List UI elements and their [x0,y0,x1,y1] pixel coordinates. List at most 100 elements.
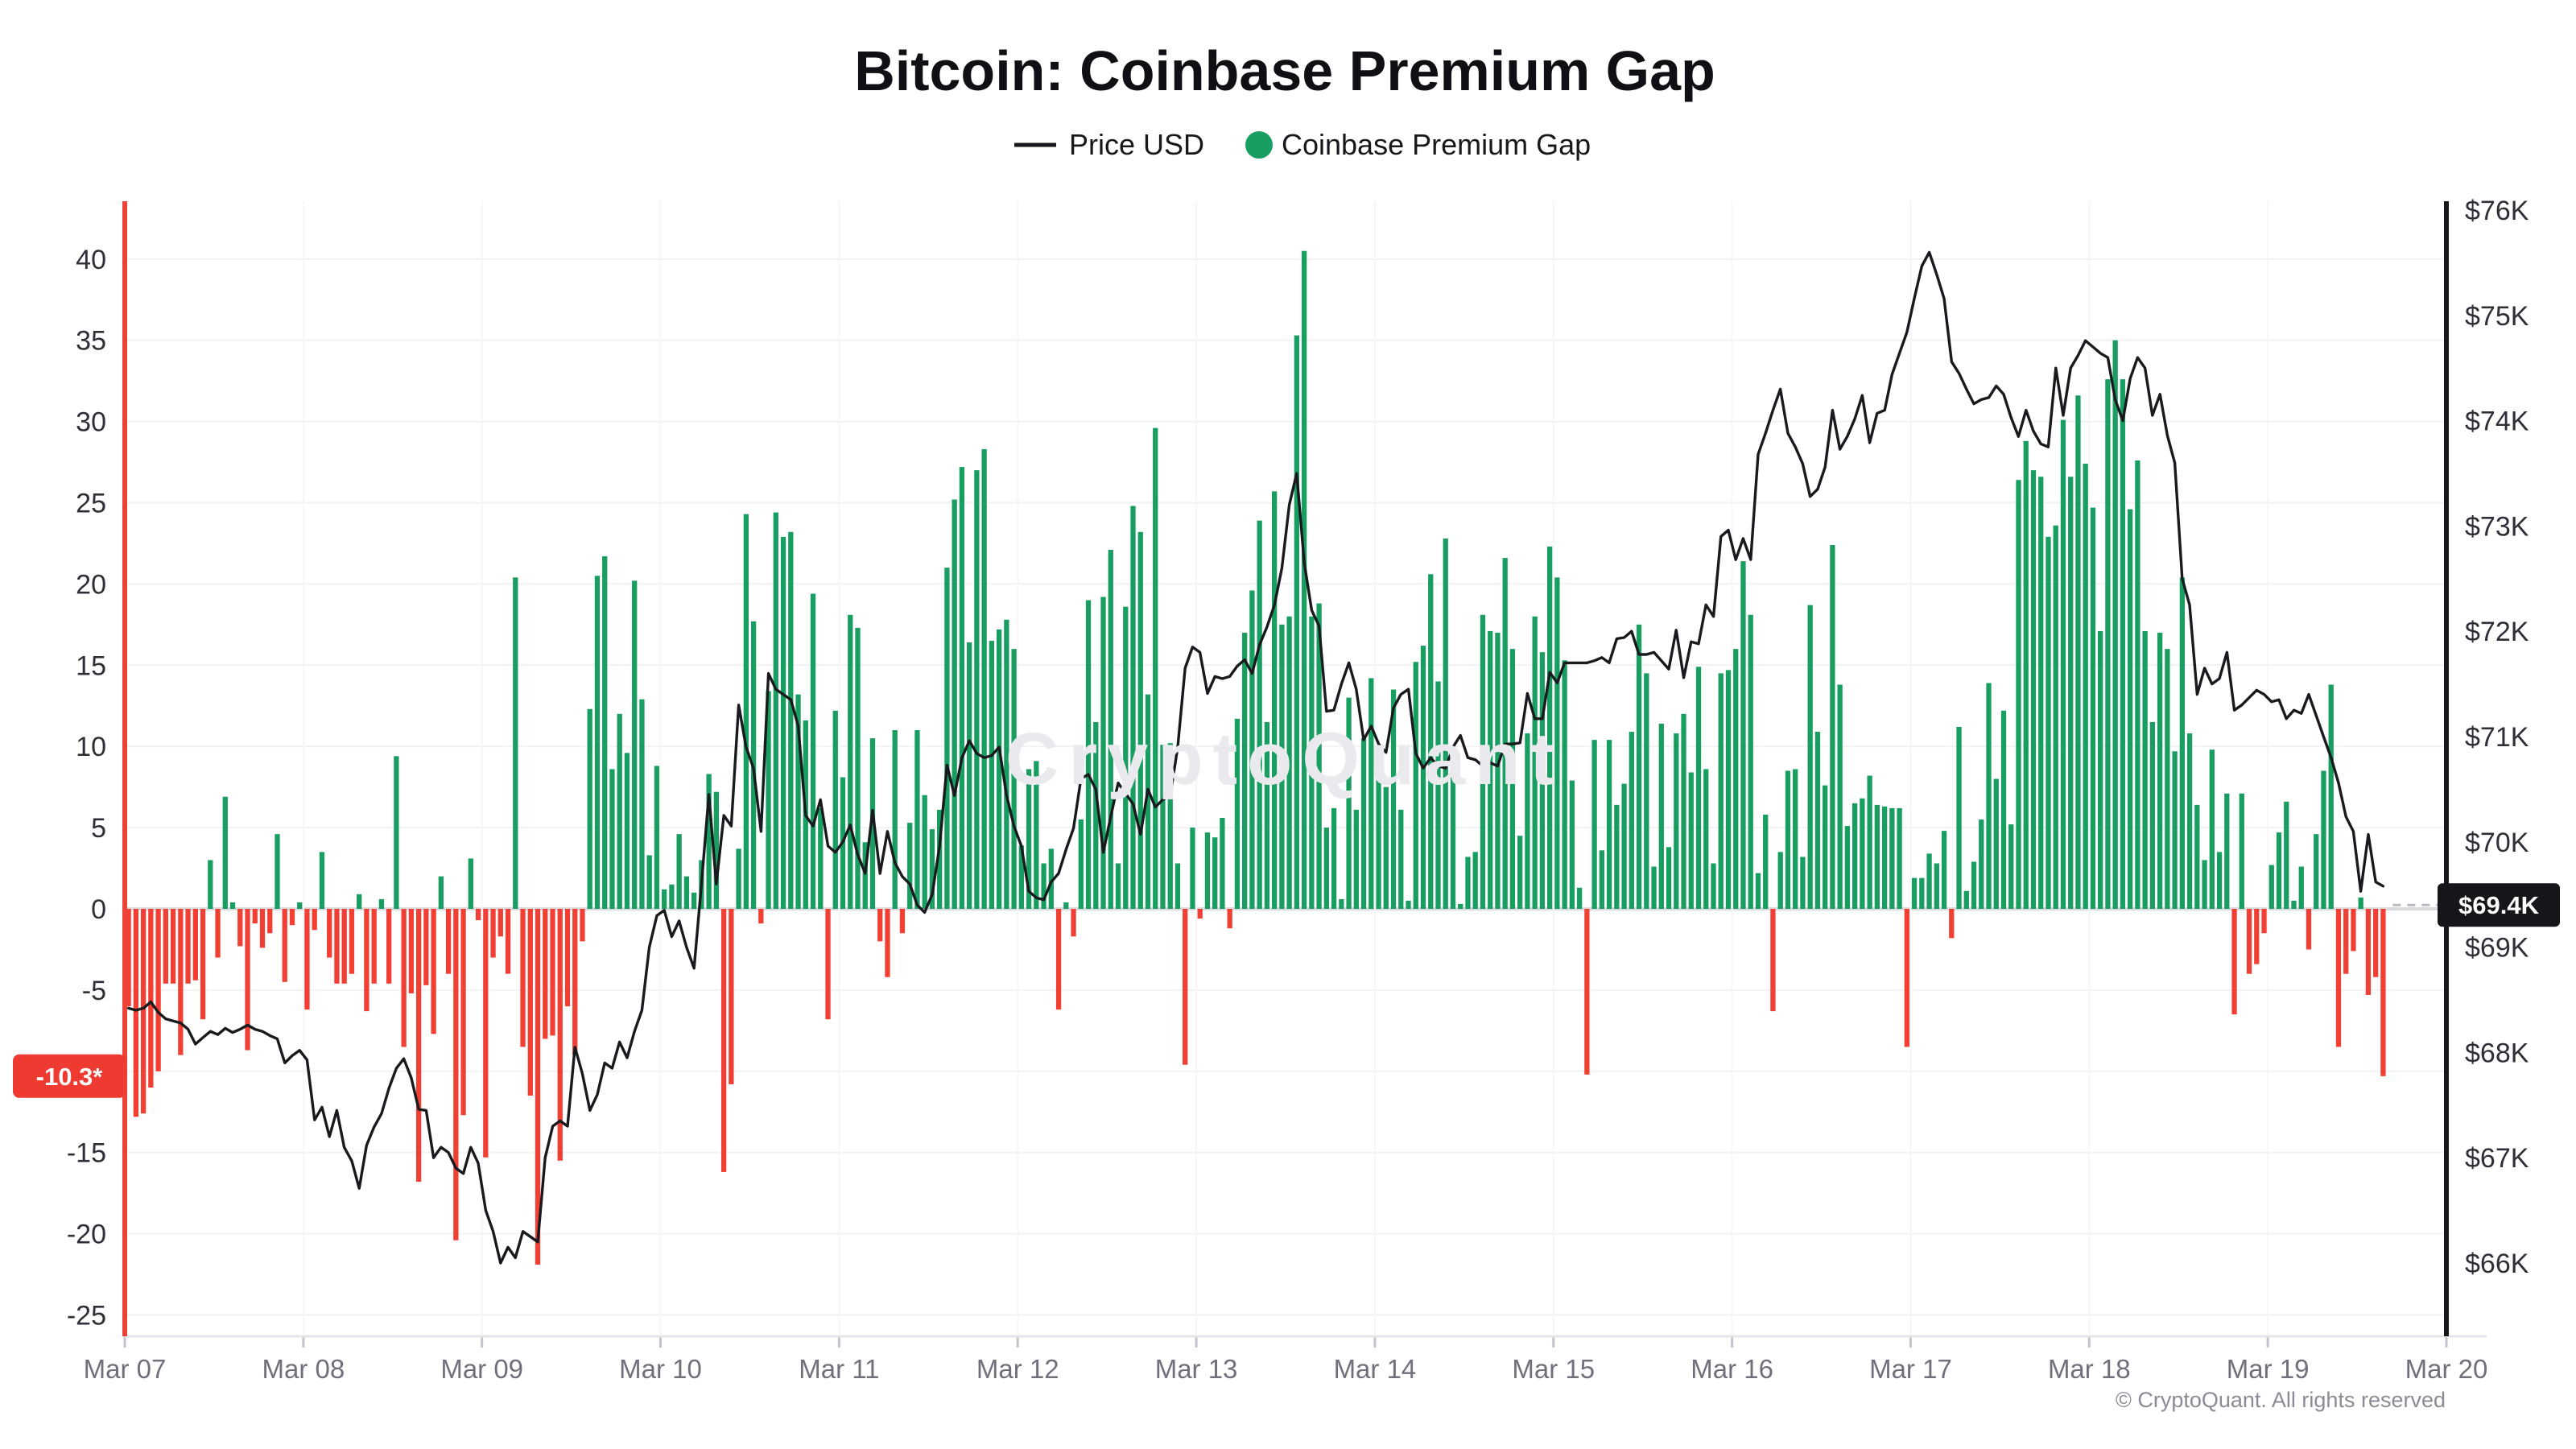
premium-gap-bar [1160,745,1166,909]
premium-gap-bar [2046,536,2051,909]
premium-gap-bar [944,568,950,909]
premium-gap-bar [2239,793,2244,909]
premium-gap-bar [683,876,690,909]
y-left-tick-label: 40 [76,245,106,275]
y-right-tick-label: $68K [2465,1038,2529,1068]
premium-gap-bar [170,909,176,984]
premium-gap-bar [1651,866,1657,909]
premium-gap-bar [1777,852,1783,909]
premium-gap-bar [252,909,258,924]
premium-gap-bar [1502,558,1508,909]
premium-gap-bar [297,902,303,909]
premium-gap-bar [1063,902,1069,909]
premium-gap-bar [788,531,794,909]
premium-gap-bar [1220,817,1225,909]
premium-gap-bar [497,909,503,937]
premium-gap-bar [1823,785,1828,909]
premium-gap-bar [1591,740,1597,909]
premium-gap-bar [557,909,563,1161]
premium-gap-bar [1860,798,1865,909]
premium-gap-bar [535,909,541,1265]
chart-title: Bitcoin: Coinbase Premium Gap [854,39,1715,102]
y-left-tick-label: 10 [76,732,106,762]
premium-gap-bar [275,834,280,909]
premium-gap-bar [341,909,347,984]
premium-gap-bar [208,860,213,909]
premium-gap-bar [1681,713,1686,909]
premium-gap-bar [907,823,913,909]
premium-gap-bar [1614,804,1620,909]
premium-gap-bar [1309,616,1315,909]
premium-gap-bar [1800,857,1806,909]
premium-gap-bar [2254,909,2260,964]
premium-gap-bar [1911,877,1918,909]
premium-gap-bar [1941,831,1947,909]
premium-gap-bar [2328,684,2334,909]
premium-gap-bar [2023,440,2029,909]
premium-gap-bar [1041,863,1046,909]
premium-gap-bar [126,909,131,1007]
legend-price-label: Price USD [1069,128,1204,161]
premium-gap-bar [1785,770,1791,909]
premium-gap-bar [222,796,228,909]
x-axis-label: Mar 12 [976,1354,1059,1384]
y-right-tick-label: $74K [2465,407,2529,437]
premium-gap-bar [974,470,980,909]
premium-gap-bar [1971,861,1977,909]
premium-gap-bar [594,576,601,909]
premium-gap-bar [1331,807,1337,909]
premium-gap-bar [304,909,310,1010]
premium-gap-bar [1993,778,1999,909]
price-line-series [126,250,2385,1265]
premium-gap-bar [766,691,771,909]
premium-gap-bar [1986,683,1992,909]
legend-item-price[interactable]: Price USD [1014,128,1204,161]
premium-gap-bar [2053,525,2058,909]
premium-gap-bar [1353,809,1359,909]
premium-gap-bar [1204,832,1211,909]
premium-gap-bar [1509,649,1516,909]
premium-gap-bar [1874,804,1880,909]
premium-gap-bar [1108,550,1113,909]
premium-gap-bar [1636,624,1642,909]
premium-gap-bar [2380,909,2386,1076]
y-left-tick-label: -5 [82,976,106,1006]
premium-gap-bar [1004,619,1009,909]
premium-gap-bar [327,909,332,958]
premium-gap-bar [334,909,340,984]
premium-gap-bar [617,713,622,909]
premium-gap-bar [148,909,154,1088]
premium-gap-bar [654,766,660,909]
x-axis-label: Mar 18 [2048,1354,2131,1384]
premium-gap-bar [140,909,147,1114]
premium-gap-bar [1718,673,1724,909]
premium-gap-bar [1271,491,1278,909]
premium-gap-bar [1130,506,1136,909]
premium-gap-bar [1472,852,1478,909]
y-right-tick-label: $72K [2465,617,2529,647]
premium-gap-bar [848,614,853,909]
premium-gap-bar [1413,662,1418,909]
x-axis-label: Mar 17 [1869,1354,1952,1384]
y-right-tick-label: $75K [2465,301,2529,332]
premium-gap-bar [773,512,778,909]
premium-gap-bar [1889,807,1895,909]
premium-gap-bar [543,909,548,1039]
premium-gap-bar [1703,769,1709,909]
premium-gap-bar [468,858,473,909]
premium-gap-bar [1599,850,1604,909]
x-axis-label: Mar 13 [1155,1354,1238,1384]
premium-gap-bar [1420,646,1426,909]
legend-item-premium[interactable]: Coinbase Premium Gap [1245,128,1591,161]
premium-gap-bar [237,909,243,947]
premium-gap-bar [892,730,898,909]
premium-gap-bar [2194,804,2200,909]
premium-gap-bar [1629,732,1634,909]
premium-gap-bar [1532,616,1538,909]
y-right-tick-label: $66K [2465,1249,2529,1279]
premium-gap-bar [1644,673,1649,909]
premium-gap-bar [1212,837,1218,909]
premium-gap-bar [706,774,712,909]
premium-gap-bar [364,909,369,1012]
